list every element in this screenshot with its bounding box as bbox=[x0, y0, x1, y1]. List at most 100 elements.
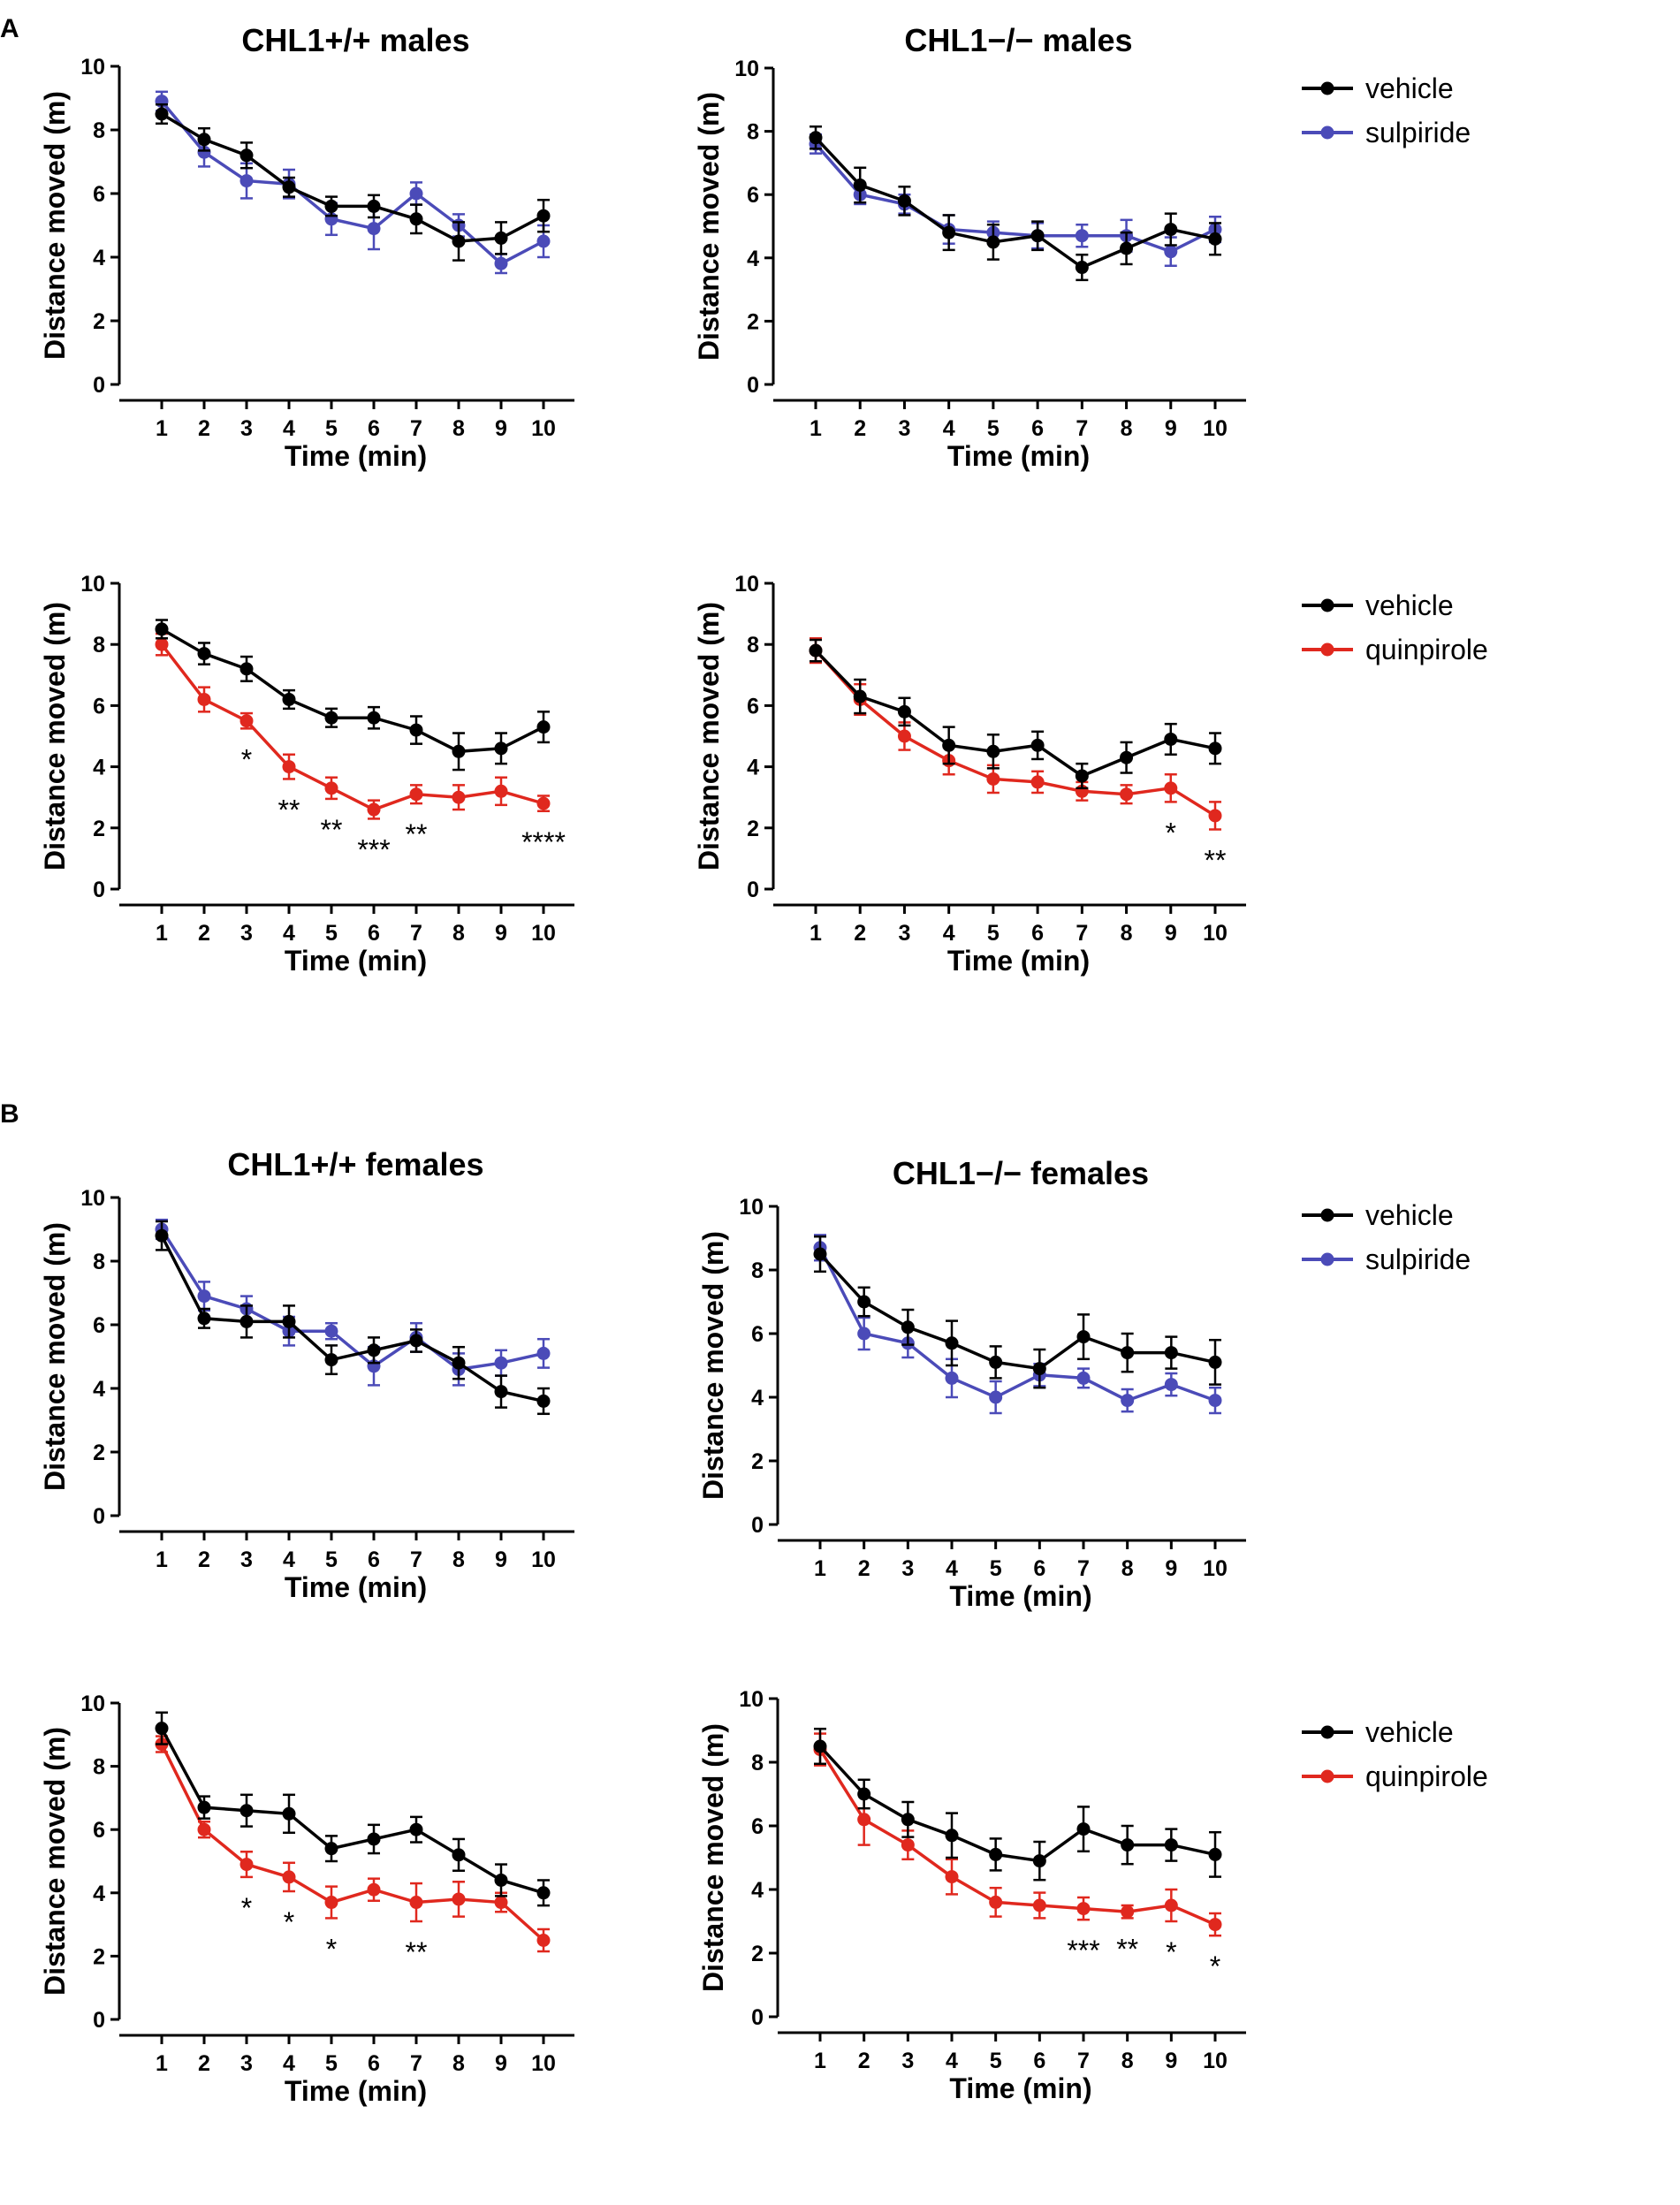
legend-item-quinpirole: quinpirole bbox=[1302, 1760, 1488, 1792]
significance-marker: * bbox=[326, 1933, 337, 1965]
y-tick-label: 0 bbox=[93, 878, 105, 902]
data-point bbox=[986, 744, 1000, 758]
series-vehicle bbox=[809, 638, 1222, 790]
data-point bbox=[986, 235, 1000, 249]
y-tick-label: 8 bbox=[751, 1258, 764, 1283]
data-point bbox=[452, 234, 466, 248]
x-tick-label: 7 bbox=[1077, 1556, 1090, 1581]
data-point bbox=[409, 723, 423, 737]
y-tick-label: 10 bbox=[739, 1195, 764, 1220]
data-point bbox=[1120, 241, 1134, 255]
data-point bbox=[945, 1371, 959, 1385]
data-point bbox=[1032, 1898, 1046, 1912]
data-point bbox=[452, 1848, 466, 1862]
x-tick-label: 8 bbox=[1121, 2049, 1134, 2073]
y-tick-label: 2 bbox=[93, 309, 105, 334]
data-point bbox=[494, 1385, 508, 1399]
data-point bbox=[494, 1356, 508, 1370]
x-tick-label: 10 bbox=[531, 921, 556, 946]
legend-marker bbox=[1320, 1252, 1334, 1266]
y-tick-label: 6 bbox=[93, 694, 105, 719]
y-axis-label: Distance moved (m) bbox=[39, 602, 71, 871]
data-point bbox=[197, 133, 211, 147]
x-tick-label: 2 bbox=[198, 921, 210, 946]
x-tick-label: 6 bbox=[368, 416, 380, 441]
data-point bbox=[1120, 787, 1134, 802]
x-tick-label: 6 bbox=[368, 1547, 380, 1572]
legend-label: vehicle bbox=[1365, 1716, 1454, 1748]
data-point bbox=[536, 1346, 551, 1360]
x-tick-label: 10 bbox=[531, 1547, 556, 1572]
y-tick-label: 2 bbox=[751, 1449, 764, 1474]
y-tick-label: 4 bbox=[747, 247, 759, 271]
significance-marker: ** bbox=[321, 814, 343, 846]
data-point bbox=[282, 1314, 296, 1328]
y-axis-label: Distance moved (m) bbox=[39, 1727, 71, 1996]
significance-marker: ** bbox=[1205, 845, 1227, 877]
x-tick-label: 9 bbox=[1165, 1556, 1177, 1581]
series-line-sulpiride bbox=[818, 1247, 1216, 1403]
y-tick-label: 2 bbox=[93, 1944, 105, 1969]
data-point bbox=[986, 772, 1000, 786]
data-point bbox=[324, 1353, 338, 1367]
x-tick-label: 7 bbox=[410, 416, 422, 441]
chart-title: CHL1+/+ females bbox=[227, 1146, 483, 1182]
data-point bbox=[1164, 1838, 1178, 1852]
data-point bbox=[536, 209, 551, 223]
data-point bbox=[1076, 1902, 1091, 1916]
legend-marker bbox=[1320, 1208, 1334, 1222]
y-tick-label: 6 bbox=[93, 1818, 105, 1843]
data-point bbox=[536, 1394, 551, 1408]
data-point bbox=[324, 1896, 338, 1910]
y-tick-label: 4 bbox=[751, 1386, 764, 1410]
data-point bbox=[857, 1295, 871, 1309]
y-tick-label: 2 bbox=[751, 1942, 764, 1966]
data-point bbox=[239, 148, 254, 163]
x-tick-label: 6 bbox=[1033, 1556, 1045, 1581]
legend-label: sulpiride bbox=[1365, 117, 1471, 148]
x-tick-label: 4 bbox=[943, 921, 955, 946]
x-tick-label: 7 bbox=[410, 921, 422, 946]
x-tick-label: 2 bbox=[854, 921, 866, 946]
series-quinpirole bbox=[155, 632, 551, 820]
y-axis-label: Distance moved (m) bbox=[39, 1222, 71, 1491]
significance-marker: * bbox=[1166, 817, 1176, 848]
y-tick-label: 6 bbox=[747, 694, 759, 719]
data-point bbox=[813, 1247, 827, 1261]
data-point bbox=[1030, 738, 1045, 752]
legend-item-quinpirole: quinpirole bbox=[1302, 634, 1488, 665]
x-tick-label: 8 bbox=[1121, 921, 1133, 946]
series-vehicle bbox=[813, 1727, 1222, 1882]
data-point bbox=[989, 1355, 1003, 1369]
y-tick-label: 4 bbox=[93, 756, 105, 780]
data-point bbox=[409, 186, 423, 201]
data-point bbox=[989, 1895, 1003, 1909]
series-line-sulpiride bbox=[160, 100, 544, 266]
series-line-quinpirole bbox=[818, 1748, 1216, 1927]
data-point bbox=[1121, 1838, 1135, 1852]
x-tick-label: 7 bbox=[410, 2051, 422, 2076]
x-tick-label: 9 bbox=[495, 2051, 507, 2076]
series-vehicle bbox=[155, 103, 551, 262]
x-axis-label: Time (min) bbox=[947, 945, 1090, 977]
y-tick-label: 2 bbox=[747, 817, 759, 841]
x-tick-label: 1 bbox=[156, 1547, 168, 1572]
data-point bbox=[324, 1842, 338, 1856]
chart-title: CHL1−/− males bbox=[904, 22, 1132, 58]
x-tick-label: 5 bbox=[325, 416, 338, 441]
significance-marker: * bbox=[241, 743, 252, 775]
legend-item-vehicle: vehicle bbox=[1302, 1716, 1454, 1748]
y-tick-label: 0 bbox=[93, 373, 105, 398]
data-point bbox=[1208, 1918, 1222, 1932]
data-point bbox=[367, 1832, 381, 1846]
significance-marker: **** bbox=[521, 826, 566, 858]
data-point bbox=[853, 178, 867, 192]
x-tick-label: 5 bbox=[990, 1556, 1002, 1581]
x-tick-label: 1 bbox=[810, 416, 822, 441]
legend-label: vehicle bbox=[1365, 589, 1454, 621]
x-tick-label: 1 bbox=[814, 1556, 826, 1581]
x-tick-label: 5 bbox=[325, 2051, 338, 2076]
